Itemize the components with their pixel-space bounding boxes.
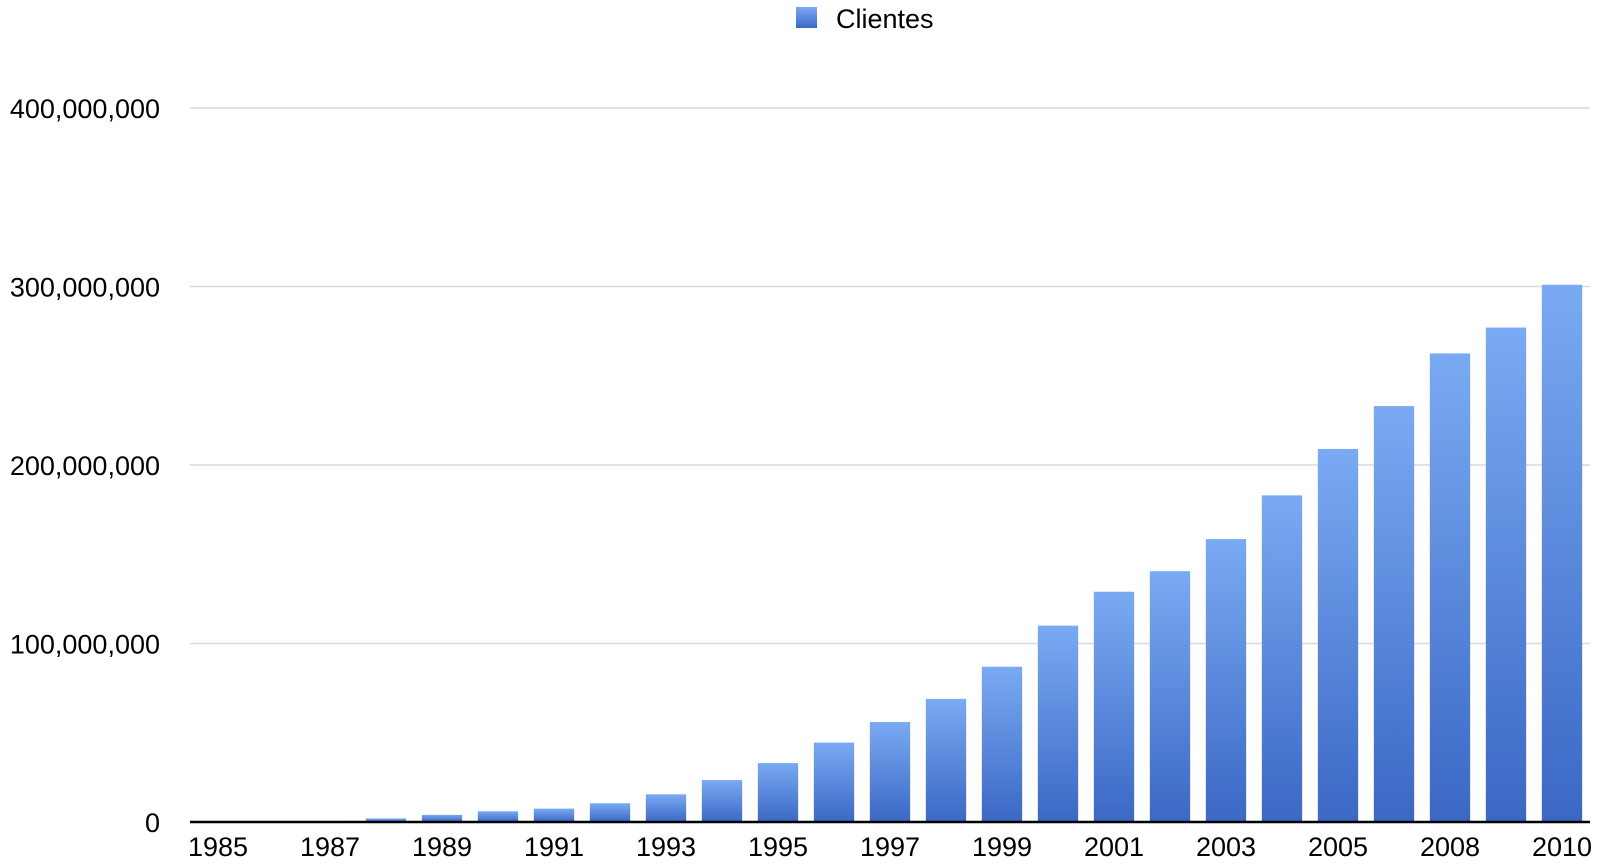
bar-1998 (925, 698, 967, 822)
bar-1997 (869, 722, 911, 822)
x-tick-label: 2008 (1420, 832, 1480, 862)
bar-2002 (1149, 571, 1191, 822)
bar-1988 (365, 818, 407, 822)
x-tick-label: 1993 (636, 832, 696, 862)
legend-label-clientes: Clientes (836, 4, 934, 34)
y-tick-label: 0 (145, 808, 160, 838)
y-tick-label: 300,000,000 (10, 273, 160, 303)
bar-1993 (645, 794, 687, 822)
x-tick-label: 1987 (300, 832, 360, 862)
y-axis-labels: 0 100,000,000 200,000,000 300,000,000 400,00… (10, 94, 160, 838)
bar-2000 (1037, 625, 1079, 822)
bar-2003 (1205, 539, 1247, 822)
x-tick-label: 1999 (972, 832, 1032, 862)
bar-1992 (589, 803, 631, 822)
x-tick-label: 2001 (1084, 832, 1144, 862)
bar-2005 (1317, 448, 1359, 822)
bar-2001 (1093, 591, 1135, 822)
x-axis-labels: 1985 1987 1989 1991 1993 1995 1997 1999 2001 2003… (188, 832, 1592, 862)
bar-2009 (1485, 327, 1527, 822)
bar-2010 (1541, 284, 1583, 823)
x-tick-label: 1995 (748, 832, 808, 862)
legend-swatch-clientes (796, 7, 817, 28)
x-tick-label: 2010 (1532, 832, 1592, 862)
bar-2008 (1429, 353, 1471, 822)
bars (365, 284, 1583, 823)
y-tick-label: 100,000,000 (10, 630, 160, 660)
bar-1991 (533, 808, 575, 822)
x-tick-label: 1997 (860, 832, 920, 862)
x-tick-label: 2005 (1308, 832, 1368, 862)
bar-1990 (477, 811, 519, 822)
bar-2004 (1261, 495, 1303, 822)
bar-1995 (757, 763, 799, 822)
x-tick-label: 1991 (524, 832, 584, 862)
y-tick-label: 400,000,000 (10, 94, 160, 124)
x-tick-label: 1985 (188, 832, 248, 862)
bar-1989 (421, 814, 463, 822)
bar-1999 (981, 666, 1023, 822)
x-tick-label: 2003 (1196, 832, 1256, 862)
y-tick-label: 200,000,000 (10, 451, 160, 481)
legend: Clientes (796, 4, 934, 34)
bar-1994 (701, 780, 743, 822)
bar-2006 (1373, 406, 1415, 822)
x-tick-label: 1989 (412, 832, 472, 862)
bar-1996 (813, 742, 855, 822)
